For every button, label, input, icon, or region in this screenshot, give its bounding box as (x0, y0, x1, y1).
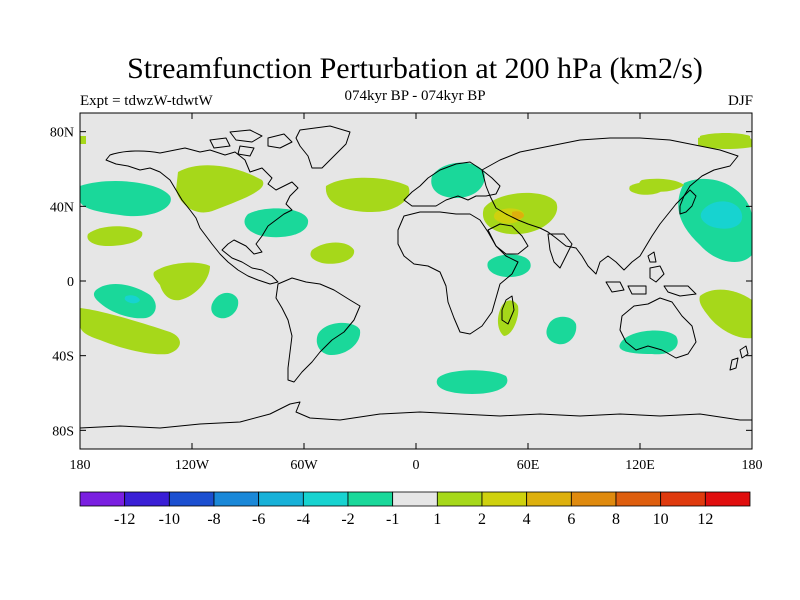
anomaly-tropical-atlantic (310, 242, 355, 264)
coastline-antarctica (80, 401, 752, 429)
colorbar-label: 8 (612, 511, 620, 528)
coastline-arctic-islands (209, 129, 293, 157)
anomaly-subtropical-pacific (87, 226, 143, 246)
anomaly-eastern-north-america (244, 208, 309, 238)
lat-tick-label: 40N (50, 200, 74, 215)
anomaly-southwest-pacific (699, 289, 752, 339)
colorbar-label: -12 (114, 511, 135, 528)
colorbar-box (481, 491, 528, 507)
colorbar-label: 1 (433, 511, 441, 528)
chart-title: Streamfunction Perturbation at 200 hPa (… (127, 52, 703, 85)
anomaly-east-africa (487, 254, 531, 278)
anomaly-central-pacific (153, 262, 210, 301)
anomaly-south-pacific-core (124, 295, 140, 304)
colorbar-box (660, 491, 706, 507)
colorbar-box (79, 491, 126, 507)
colorbar-label: 10 (653, 511, 669, 528)
anomaly-southern-indian (546, 316, 577, 345)
lon-tick-label: 0 (413, 458, 420, 473)
colorbar-box (302, 491, 349, 507)
anomaly-europe (431, 162, 485, 198)
season-label: DJF (727, 93, 753, 109)
lat-tick-label: 40S (52, 350, 74, 365)
colorbar-label: 6 (567, 511, 575, 528)
lat-tick-label: 0 (67, 275, 74, 290)
colorbar-label: -6 (252, 511, 265, 528)
anomaly-western-north-america (176, 165, 264, 213)
coastline-europe (403, 161, 501, 207)
coastline-asia (481, 137, 739, 275)
coastline-arabia (487, 223, 529, 255)
colorbar-label: -4 (297, 511, 310, 528)
colorbar-label: -2 (341, 511, 354, 528)
coastlines (80, 125, 752, 429)
anomaly-south-pacific (93, 283, 156, 319)
lon-tick-label: 60E (517, 458, 540, 473)
colorbar: -12 -10 -8 -6 -4 -2 -1 1 2 4 6 8 10 12 (79, 491, 751, 528)
anomaly-middle-east-peak (512, 211, 524, 219)
coastline-southeast-asia-islands (605, 251, 697, 297)
colorbar-label: 2 (478, 511, 486, 528)
anomaly-southeast-pacific (211, 292, 239, 319)
colorbar-box (124, 491, 170, 507)
lon-tick-label: 120W (175, 458, 210, 473)
lon-tick-label: 60W (290, 458, 318, 473)
lon-tick-label: 180 (70, 458, 91, 473)
coastline-greenland (295, 125, 351, 169)
lat-tick-label: 80S (52, 424, 74, 439)
coastline-north-america (105, 147, 299, 285)
anomaly-southern-ocean (436, 370, 508, 394)
anomaly-arctic (80, 136, 86, 144)
coastline-australia (619, 297, 697, 359)
anomaly-nw-pacific-core (700, 201, 743, 229)
anomaly-siberia (700, 133, 750, 149)
lon-tick-label: 120E (625, 458, 655, 473)
anomaly-madagascar (497, 300, 519, 336)
colorbar-box (258, 491, 304, 507)
colorbar-box (615, 491, 662, 507)
anomaly-north-pacific (80, 181, 171, 217)
anomaly-south-atlantic (316, 322, 361, 356)
lat-tick-label: 80N (50, 126, 74, 141)
coastline-south-america (275, 277, 361, 383)
colorbar-label: -8 (207, 511, 220, 528)
colorbar-box (392, 491, 438, 507)
coastline-india (547, 233, 573, 269)
coastline-japan (679, 189, 697, 215)
colorbar-box (436, 491, 483, 507)
colorbar-label: -10 (159, 511, 180, 528)
experiment-label: Expt = tdwzW-tdwtW (80, 93, 213, 109)
anomaly-contours (80, 133, 752, 394)
coastline-madagascar (501, 295, 515, 325)
colorbar-label: 12 (697, 511, 713, 528)
colorbar-label: -1 (386, 511, 399, 528)
coastline-new-zealand (729, 345, 749, 371)
coastline-africa (397, 211, 519, 335)
colorbar-box (526, 491, 572, 507)
anomaly-north-atlantic (325, 177, 410, 212)
colorbar-box (704, 491, 751, 507)
anomaly-south-pacific-positive (80, 308, 180, 355)
colorbar-box (347, 491, 394, 507)
colorbar-label: 4 (523, 511, 531, 528)
colorbar-box (213, 491, 260, 507)
colorbar-box (168, 491, 215, 507)
anomaly-east-asia (629, 182, 664, 195)
chart-subtitle: 074kyr BP - 074kyr BP (344, 88, 486, 104)
colorbar-box (570, 491, 617, 507)
lon-tick-label: 180 (742, 458, 763, 473)
